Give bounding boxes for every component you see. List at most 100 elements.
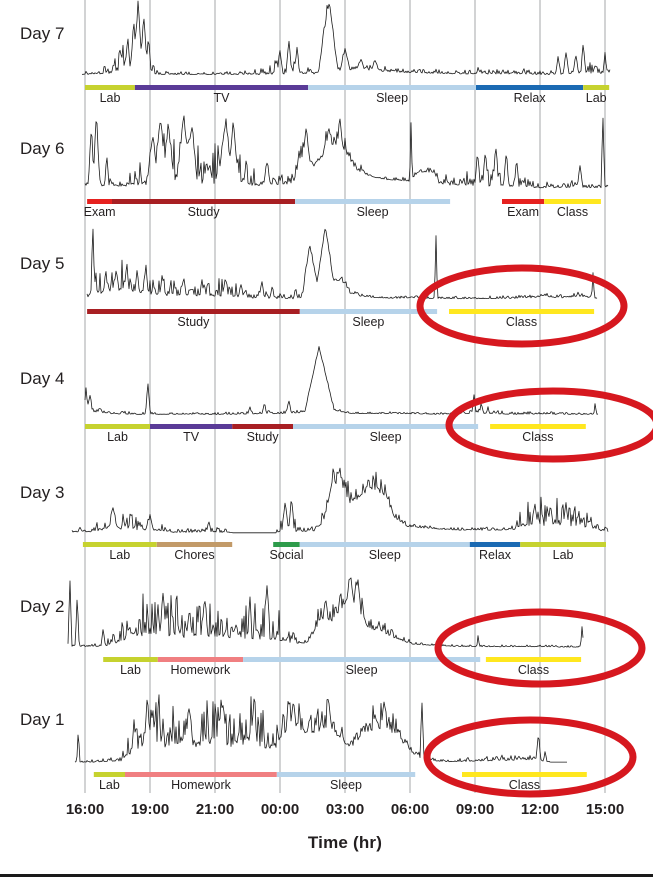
x-tick-label: 19:00 — [131, 801, 169, 818]
activity-bar-lab — [103, 657, 158, 662]
day-label: Day 5 — [20, 254, 64, 273]
figure-bottom-border — [0, 874, 653, 877]
activity-bar-lab — [583, 85, 610, 90]
activity-label: Sleep — [352, 315, 384, 329]
activity-label: Social — [269, 548, 303, 562]
activity-label: Sleep — [376, 91, 408, 105]
panel-day-5: Study Sleep Class Day 5 — [20, 228, 598, 329]
activity-label: Homework — [171, 663, 231, 677]
activity-bar-sleep — [299, 542, 470, 547]
activity-label: Relax — [514, 91, 547, 105]
activity-bar-sleep — [295, 199, 451, 204]
eda-signal-day-7 — [81, 0, 611, 75]
x-tick-label: 21:00 — [196, 801, 234, 818]
eda-signal-day-2 — [67, 577, 584, 648]
activity-bar-chores — [156, 542, 233, 547]
activity-label: Exam — [84, 205, 116, 219]
day-label: Day 1 — [20, 710, 64, 729]
panel-day-4: Lab TV Study Sleep Class Day 4 — [20, 346, 599, 444]
activity-label: Lab — [100, 91, 121, 105]
x-axis-title: Time (hr) — [307, 833, 383, 852]
activity-bar-class — [544, 199, 601, 204]
class-highlight-ellipse-day-2 — [434, 608, 646, 688]
activity-label: Relax — [479, 548, 512, 562]
panel-day-3: Lab Chores Social Sleep Relax Lab Day 3 — [20, 467, 609, 562]
activity-bar-class — [490, 424, 586, 429]
x-tick-label: 16:00 — [66, 801, 104, 818]
activity-bar-class — [485, 657, 582, 662]
day-label: Day 2 — [20, 597, 64, 616]
eda-signal-day-3 — [71, 467, 609, 534]
activity-bar-homework — [125, 772, 277, 777]
activity-label: Study — [177, 315, 210, 329]
activity-bar-relax — [469, 542, 521, 547]
eda-signal-day-5 — [86, 228, 598, 300]
activity-bar-tv — [134, 85, 309, 90]
x-tick-label: 06:00 — [391, 801, 429, 818]
x-axis-ticks: 16:00 19:00 21:00 00:00 03:00 06:00 09:00 12:00… — [66, 801, 624, 818]
panel-day-6: Exam Study Sleep Exam Class Day 6 — [20, 115, 609, 219]
activity-label: TV — [214, 91, 231, 105]
activity-bar-relax — [476, 85, 584, 90]
activity-label: Sleep — [357, 205, 389, 219]
activity-label: Lab — [553, 548, 574, 562]
activity-label: Homework — [171, 778, 231, 792]
x-tick-label: 12:00 — [521, 801, 559, 818]
activity-bar-sleep — [243, 657, 481, 662]
eda-signal-day-4 — [84, 346, 599, 415]
activity-label: Sleep — [346, 663, 378, 677]
activity-label: Sleep — [330, 778, 362, 792]
activity-label: Sleep — [370, 430, 402, 444]
activity-bar-sleep — [308, 85, 477, 90]
activity-bar-lab — [85, 85, 135, 90]
x-tick-label: 00:00 — [261, 801, 299, 818]
activity-label: Study — [247, 430, 280, 444]
activity-bar-exam — [87, 199, 113, 204]
activity-label: Lab — [120, 663, 141, 677]
day-label: Day 3 — [20, 483, 64, 502]
activity-bar-sleep — [276, 772, 416, 777]
activity-bar-study — [232, 424, 293, 429]
activity-bar-lab — [82, 542, 157, 547]
activity-label: Class — [522, 430, 553, 444]
activity-bar-lab — [520, 542, 606, 547]
activity-bar-class — [449, 309, 595, 314]
activity-label: Exam — [507, 205, 539, 219]
eda-signal-day-1 — [74, 694, 567, 763]
panel-day-1: Lab Homework Sleep Class Day 1 — [20, 694, 587, 792]
activity-label: Class — [509, 778, 540, 792]
activity-label: Class — [557, 205, 588, 219]
panel-day-7: Lab TV Sleep Relax Lab Day 7 — [20, 0, 611, 105]
activity-bar-class — [462, 772, 587, 777]
class-highlight-ellipse-day-1 — [423, 716, 637, 798]
activity-bar-lab — [93, 772, 125, 777]
activity-label: Class — [506, 315, 537, 329]
class-highlight-ellipse-day-4 — [445, 387, 653, 463]
activity-bar-social — [273, 542, 300, 547]
activity-bar-exam — [502, 199, 545, 204]
activity-bar-sleep — [293, 424, 479, 429]
activity-bar-homework — [157, 657, 244, 662]
eda-signal-day-6 — [84, 115, 609, 189]
activity-bar-lab — [85, 424, 150, 429]
class-highlight-ellipse-day-5 — [416, 264, 628, 348]
activity-label: Sleep — [369, 548, 401, 562]
day-label: Day 6 — [20, 139, 64, 158]
activity-label: TV — [183, 430, 200, 444]
activity-bar-study — [112, 199, 295, 204]
activity-label: Lab — [109, 548, 130, 562]
activity-label: Lab — [107, 430, 128, 444]
panel-day-2: Lab Homework Sleep Class Day 2 — [20, 577, 584, 677]
activity-label: Study — [188, 205, 221, 219]
x-tick-label: 03:00 — [326, 801, 364, 818]
activity-label: Lab — [586, 91, 607, 105]
x-tick-label: 09:00 — [456, 801, 494, 818]
activity-label: Chores — [174, 548, 214, 562]
x-tick-label: 15:00 — [586, 801, 624, 818]
day-label: Day 7 — [20, 24, 64, 43]
activity-label: Lab — [99, 778, 120, 792]
activity-bar-tv — [150, 424, 233, 429]
activity-label: Class — [518, 663, 549, 677]
